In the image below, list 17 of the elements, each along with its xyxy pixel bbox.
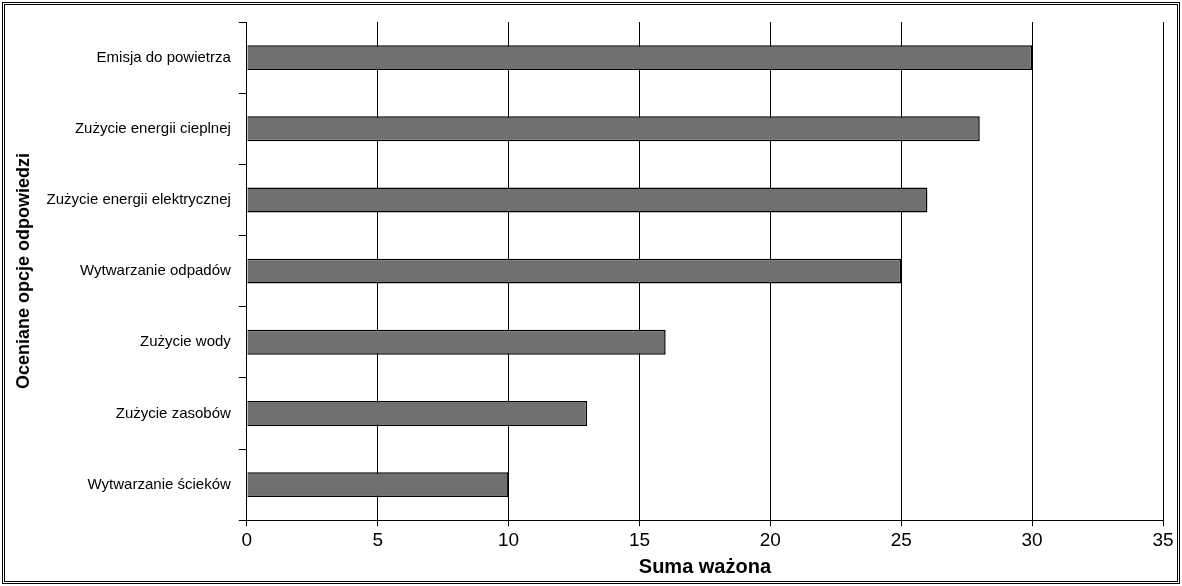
x-tick-label: 30 xyxy=(1021,528,1043,550)
y-tick-label: Emisja do powietrza xyxy=(96,47,232,65)
x-tick-label: 15 xyxy=(628,528,651,550)
x-tick-label: 10 xyxy=(498,528,520,550)
y-tick-label: Zużycie energii cieplnej xyxy=(74,118,231,136)
x-tick-label: 0 xyxy=(241,528,253,550)
x-axis-title: Suma ważona xyxy=(638,554,772,577)
y-tick-label: Wytwarzanie odpadów xyxy=(80,261,231,279)
x-tick-label: 25 xyxy=(890,528,912,550)
y-axis-title: Oceniane opcje odpowiedzi xyxy=(12,153,33,390)
y-tick-label: Zużycie energii elektrycznej xyxy=(46,190,231,208)
y-tick-label: Zużycie zasobów xyxy=(115,403,231,421)
y-tick-label: Wytwarzanie ścieków xyxy=(87,474,231,492)
x-tick-label: 20 xyxy=(759,528,781,550)
x-tick-label: 35 xyxy=(1152,528,1174,550)
y-tick-label: Zużycie wody xyxy=(139,332,232,350)
x-tick-label: 5 xyxy=(372,528,384,550)
